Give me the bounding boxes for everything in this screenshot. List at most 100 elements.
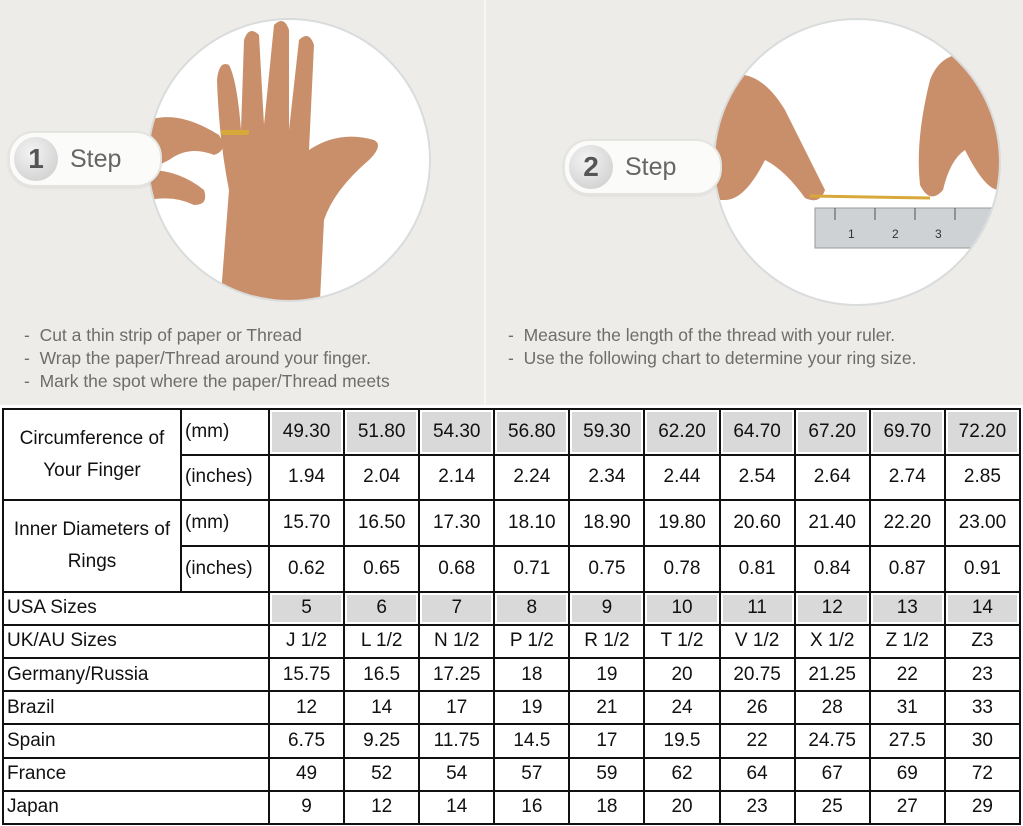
ruler-mark: 1 [848, 227, 855, 241]
size-cell: 2.74 [868, 453, 946, 502]
size-cell: 24.75 [793, 723, 871, 759]
size-cell: X 1/2 [793, 623, 871, 659]
ruler-mark: 3 [935, 227, 942, 241]
size-cell: 18.10 [493, 499, 571, 547]
panel-divider [484, 0, 486, 405]
size-cell: 17.30 [418, 499, 496, 547]
size-cell: 22.20 [868, 499, 946, 547]
size-cell: 18 [493, 656, 571, 693]
size-cell: 69.70 [868, 408, 946, 456]
size-cell: R 1/2 [568, 623, 646, 659]
size-cell: 0.75 [568, 544, 646, 593]
size-cell: 19 [493, 690, 571, 726]
table-row: Inner Diameters of Rings (mm) 15.70 16.50 17… [2, 499, 1022, 593]
size-cell: 19.80 [643, 499, 721, 547]
size-cell: 17 [568, 723, 646, 759]
size-cell: 20 [643, 656, 721, 693]
row-label: Germany/Russia [2, 656, 270, 693]
size-cell: 2.04 [343, 453, 421, 502]
step-2-instructions: Measure the length of the thread with yo… [508, 324, 917, 370]
size-cell: 69 [868, 756, 946, 792]
table-row: Brazil 12 14 17 19 21 24 26 28 31 33 [2, 690, 1022, 726]
size-cell: 19.5 [643, 723, 721, 759]
size-cell: 59.30 [568, 408, 646, 456]
size-cell: 7 [418, 590, 496, 626]
size-cell: 0.68 [418, 544, 496, 593]
size-cell: 25 [793, 789, 871, 826]
ring-size-chart: Circumference of Your Finger (mm) 49.30 51.… [2, 407, 1022, 826]
table-row: USA Sizes 5 6 7 8 9 10 11 12 13 14 [2, 590, 1022, 626]
size-cell: 6.75 [267, 723, 346, 759]
size-cell: 1.94 [267, 453, 346, 502]
size-cell: 56.80 [493, 408, 571, 456]
size-cell: 24 [643, 690, 721, 726]
size-cell: 12 [267, 690, 346, 726]
size-cell: 64.70 [718, 408, 796, 456]
size-cell: 12 [793, 590, 871, 626]
size-cell: 18 [568, 789, 646, 826]
size-cell: 54 [418, 756, 496, 792]
size-cell: N 1/2 [418, 623, 496, 659]
size-cell: 21.40 [793, 499, 871, 547]
unit-label: (mm) [180, 408, 270, 456]
size-cell: 8 [493, 590, 571, 626]
size-cell: 14 [343, 690, 421, 726]
step-1-instructions: Cut a thin strip of paper or Thread Wrap… [24, 324, 390, 393]
size-cell: 57 [493, 756, 571, 792]
unit-label: (inches) [180, 453, 270, 502]
size-cell: 20.60 [718, 499, 796, 547]
instruction-item: Measure the length of the thread with yo… [508, 324, 917, 347]
row-label: USA Sizes [2, 590, 270, 626]
size-cell: 62.20 [643, 408, 721, 456]
table-row: Germany/Russia 15.75 16.5 17.25 18 19 20 20.75 2… [2, 656, 1022, 693]
size-cell: 49 [267, 756, 346, 792]
size-cell: 9 [568, 590, 646, 626]
size-cell: 0.62 [267, 544, 346, 593]
row-label: France [2, 756, 270, 792]
size-cell: 2.64 [793, 453, 871, 502]
size-cell: 0.81 [718, 544, 796, 593]
size-cell: 14.5 [493, 723, 571, 759]
size-cell: 67 [793, 756, 871, 792]
size-cell: 29 [943, 789, 1022, 826]
size-cell: 23.00 [943, 499, 1022, 547]
size-cell: 0.87 [868, 544, 946, 593]
size-cell: 0.78 [643, 544, 721, 593]
table-row: France 49 52 54 57 59 62 64 67 69 72 [2, 756, 1022, 792]
size-cell: 49.30 [267, 408, 346, 456]
size-cell: 31 [868, 690, 946, 726]
size-cell: P 1/2 [493, 623, 571, 659]
table-row: (inches) 1.94 2.04 2.14 2.24 2.34 2.44 2.54 2.64… [3, 453, 1022, 502]
row-label: Brazil [2, 690, 270, 726]
table-row: Japan 9 12 14 16 18 20 23 25 27 29 [2, 789, 1022, 826]
instruction-item: Mark the spot where the paper/Thread mee… [24, 370, 390, 393]
size-cell: L 1/2 [343, 623, 421, 659]
size-cell: Z3 [943, 623, 1022, 659]
table-row: Circumference of Your Finger (mm) 49.30 51.… [2, 407, 1022, 502]
size-cell: 30 [943, 723, 1022, 759]
size-cell: 72 [943, 756, 1022, 792]
size-cell: 62 [643, 756, 721, 792]
size-cell: 2.14 [418, 453, 496, 502]
row-group-label: Circumference of Your Finger [2, 407, 182, 502]
table-row: Spain 6.75 9.25 11.75 14.5 17 19.5 22 24.75 27.5 3… [2, 723, 1022, 759]
step-label: Step [70, 144, 122, 173]
size-cell: 72.20 [943, 408, 1022, 456]
instruction-item: Wrap the paper/Thread around your finger… [24, 347, 390, 370]
size-cell: 17 [418, 690, 496, 726]
size-cell: V 1/2 [718, 623, 796, 659]
size-cell: 21.25 [793, 656, 871, 693]
size-cell: J 1/2 [267, 623, 346, 659]
instruction-item: Cut a thin strip of paper or Thread [24, 324, 390, 347]
size-cell: 21 [568, 690, 646, 726]
size-cell: 14 [943, 590, 1022, 626]
size-cell: 10 [643, 590, 721, 626]
row-label: Spain [2, 723, 270, 759]
size-cell: 13 [868, 590, 946, 626]
size-cell: 52 [343, 756, 421, 792]
size-cell: 6 [343, 590, 421, 626]
size-cell: 59 [568, 756, 646, 792]
step-2-badge: 2 Step [563, 139, 722, 195]
size-cell: 23 [943, 656, 1022, 693]
step-label: Step [625, 152, 677, 181]
